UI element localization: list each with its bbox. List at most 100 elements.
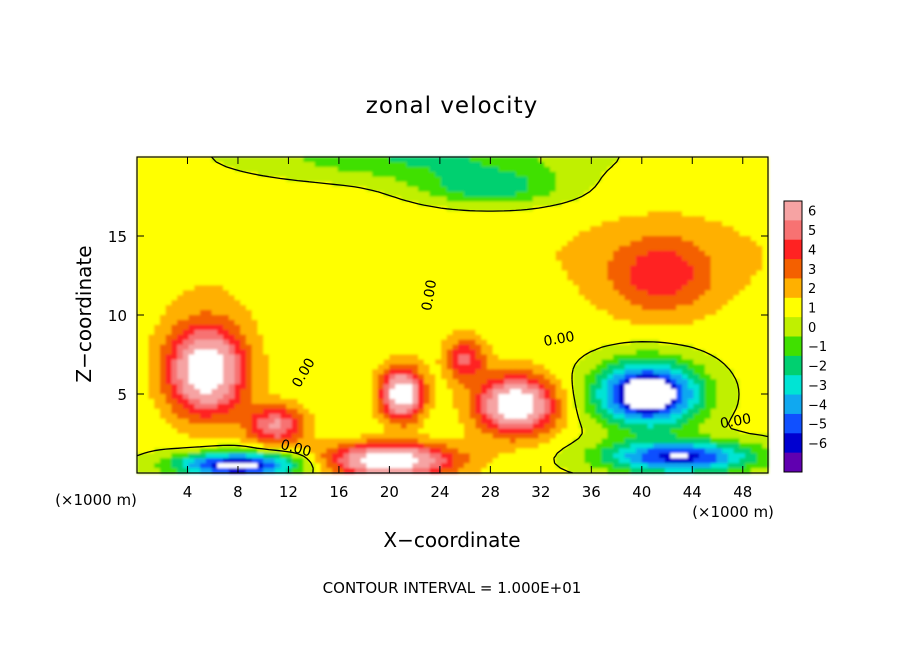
heatmap-cell (354, 171, 362, 178)
heatmap-cell (733, 191, 740, 198)
heatmap-cell (406, 359, 413, 365)
heatmap-cell (148, 359, 155, 365)
heatmap-cell (400, 295, 408, 301)
heatmap-cell (228, 245, 236, 252)
heatmap-cell (601, 310, 608, 316)
heatmap-cell (372, 344, 379, 351)
heatmap-cell (458, 359, 465, 365)
heatmap-cell (567, 161, 574, 168)
heatmap-cell (572, 166, 580, 173)
heatmap-cell (722, 186, 729, 193)
heatmap-cell (257, 374, 264, 380)
heatmap-cell (578, 196, 586, 203)
heatmap-cell (154, 226, 161, 232)
heatmap-cell (578, 334, 586, 341)
heatmap-cell (240, 379, 247, 385)
heatmap-cell (463, 186, 471, 193)
heatmap-cell (280, 324, 287, 331)
heatmap-cell (607, 211, 614, 217)
heatmap-cell (297, 344, 304, 351)
heatmap-cell (268, 157, 276, 163)
heatmap-cell (291, 324, 299, 331)
heatmap-cell (159, 280, 167, 286)
heatmap-cell (349, 319, 356, 326)
heatmap-cell (297, 226, 304, 232)
heatmap-cell (584, 216, 591, 222)
heatmap-cell (613, 295, 620, 301)
heatmap-cell (435, 329, 442, 336)
heatmap-cell (676, 221, 683, 227)
heatmap-cell (251, 245, 259, 252)
heatmap-cell (309, 369, 316, 375)
heatmap-cell (521, 374, 528, 380)
heatmap-cell (687, 221, 695, 227)
heatmap-cell (154, 349, 161, 356)
heatmap-cell (544, 305, 551, 311)
heatmap-cell (257, 176, 264, 183)
heatmap-cell (435, 260, 442, 267)
heatmap-cell (171, 196, 178, 203)
heatmap-cell (383, 260, 390, 267)
heatmap-cell (429, 211, 436, 217)
heatmap-cell (314, 270, 322, 277)
heatmap-cell (395, 206, 402, 212)
heatmap-cell (687, 236, 695, 242)
heatmap-cell (343, 191, 350, 198)
heatmap-cell (205, 240, 213, 247)
heatmap-cell (406, 186, 413, 193)
heatmap-cell (142, 201, 150, 207)
heatmap-cell (550, 260, 557, 267)
heatmap-cell (400, 305, 408, 311)
heatmap-cell (332, 339, 339, 346)
heatmap-cell (171, 191, 178, 198)
heatmap-cell (205, 324, 213, 331)
heatmap-cell (154, 270, 161, 277)
heatmap-cell (762, 285, 769, 291)
heatmap-cell (257, 369, 264, 375)
heatmap-cell (418, 206, 425, 212)
heatmap-cell (200, 315, 207, 321)
heatmap-cell (406, 226, 413, 232)
heatmap-cell (228, 216, 236, 222)
heatmap-cell (280, 226, 287, 232)
heatmap-cell (469, 216, 477, 222)
heatmap-cell (515, 344, 522, 351)
heatmap-cell (366, 171, 373, 178)
heatmap-cell (727, 324, 735, 331)
heatmap-cell (418, 285, 425, 291)
heatmap-cell (544, 226, 551, 232)
heatmap-cell (268, 221, 276, 227)
heatmap-cell (676, 305, 683, 311)
heatmap-cell (228, 211, 236, 217)
heatmap-cell (521, 265, 528, 272)
heatmap-cell (268, 181, 276, 188)
heatmap-cell (607, 275, 614, 282)
heatmap-cell (647, 364, 654, 370)
heatmap-cell (504, 324, 511, 331)
heatmap-cell (309, 245, 316, 252)
heatmap-cell (148, 354, 155, 361)
heatmap-cell (326, 206, 333, 212)
heatmap-cell (263, 176, 270, 183)
heatmap-cell (223, 305, 230, 311)
heatmap-cell (733, 315, 740, 321)
heatmap-cell (280, 191, 287, 198)
heatmap-cell (354, 280, 362, 286)
heatmap-cell (137, 369, 144, 375)
heatmap-cell (268, 206, 276, 212)
heatmap-cell (572, 231, 580, 237)
heatmap-cell (762, 344, 769, 351)
heatmap-cell (274, 339, 282, 346)
heatmap-cell (137, 374, 144, 380)
heatmap-cell (727, 201, 735, 207)
heatmap-cell (446, 334, 454, 341)
heatmap-cell (383, 245, 390, 252)
heatmap-cell (177, 250, 184, 257)
heatmap-cell (504, 329, 511, 336)
heatmap-cell (532, 285, 540, 291)
heatmap-cell (251, 270, 259, 277)
heatmap-cell (423, 236, 431, 242)
heatmap-cell (527, 349, 534, 356)
heatmap-cell (446, 349, 454, 356)
heatmap-cell (435, 270, 442, 277)
